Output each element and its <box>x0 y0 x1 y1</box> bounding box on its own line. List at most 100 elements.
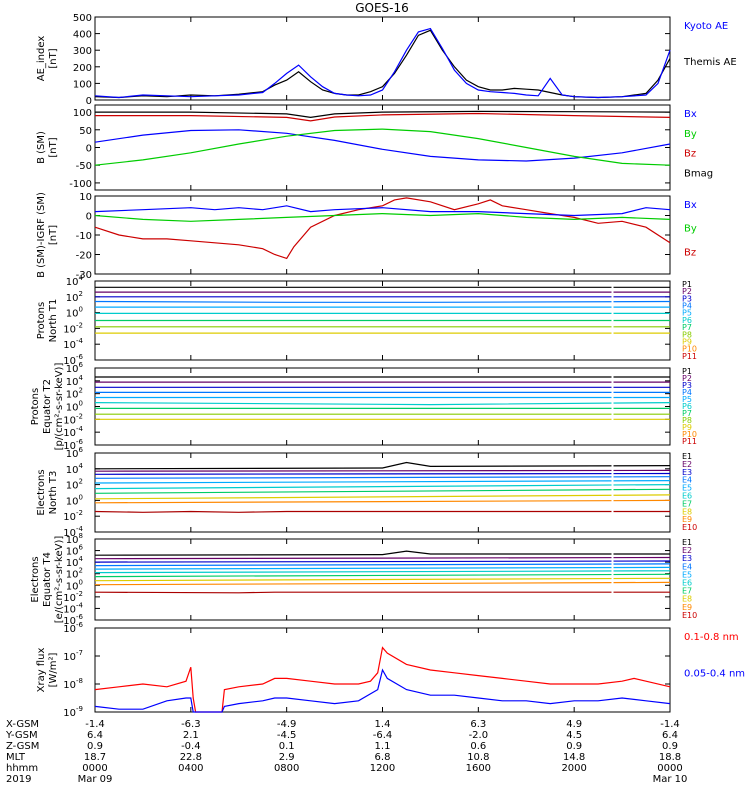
y-tick-label: 108 <box>66 532 83 546</box>
footer-value: 18.7 <box>84 752 106 763</box>
footer-value: 10.8 <box>467 752 489 763</box>
series-line-bmag <box>95 110 671 119</box>
legend-entry: E10 <box>682 523 697 532</box>
series-line-bx <box>94 205 671 217</box>
footer-value: 2.9 <box>279 752 295 763</box>
series-line-e8 <box>94 494 671 500</box>
series-line-e9 <box>94 499 671 504</box>
y-tick-label: 100 <box>66 578 83 592</box>
y-axis-label: [W/m²] <box>48 652 59 687</box>
y-tick-label: -10 <box>76 231 92 242</box>
y-axis-label: Protons <box>36 302 47 339</box>
y-axis-label: AE_index <box>36 36 47 82</box>
y-tick-label: 104 <box>66 555 84 569</box>
series-line-e7 <box>94 573 671 578</box>
series-line-kyoto-ae <box>94 27 671 99</box>
y-tick-label: 100 <box>73 79 92 90</box>
legend-entry: E4 <box>682 562 692 571</box>
footer-value: 14.8 <box>563 752 585 763</box>
y-tick-label: -100 <box>69 179 92 190</box>
footer-value: 0800 <box>274 763 299 774</box>
y-tick-label: -30 <box>76 270 92 281</box>
legend-entry: P6 <box>682 402 692 411</box>
legend-entry: P3 <box>682 294 692 303</box>
panel-2: -100 -50 0 50 100 B (SM) [nT] Bx By Bz Bmag <box>36 104 713 191</box>
footer-value: 2.1 <box>183 730 199 741</box>
series-line-e2 <box>94 556 671 560</box>
y-tick-label: 10-6 <box>63 621 83 635</box>
footer-value: 4.5 <box>566 730 582 741</box>
footer-value: 2000 <box>561 763 586 774</box>
footer-value: 1600 <box>466 763 491 774</box>
y-tick-label: 10-6 <box>63 613 83 627</box>
footer-value: 0400 <box>178 763 203 774</box>
series-line-e3 <box>94 560 671 563</box>
legend-entry: P8 <box>682 330 692 339</box>
series-line-e1 <box>94 550 670 556</box>
y-axis-label: [p/(cm²-s-sr-keV)] <box>54 363 65 451</box>
legend-entry: E10 <box>682 611 697 620</box>
y-tick-label: 10-2 <box>63 321 83 335</box>
footer-value: -1.4 <box>85 719 105 730</box>
series-line-e8 <box>94 577 671 582</box>
legend-entry: E1 <box>682 538 692 547</box>
y-tick-label: 100 <box>66 493 83 507</box>
y-tick-label: 10-2 <box>63 509 83 523</box>
y-tick-label: 106 <box>66 544 84 558</box>
footer-value: -6.4 <box>373 730 393 741</box>
y-axis-label: [nT] <box>48 137 59 157</box>
series-line-by <box>94 212 671 222</box>
series-line-by <box>94 128 671 166</box>
series-line-e4 <box>94 563 671 567</box>
footer-value: -4.9 <box>277 719 297 730</box>
legend-entry: P9 <box>682 337 692 346</box>
legend-entry: Themis AE <box>683 57 737 68</box>
footer-value: 1200 <box>370 763 395 774</box>
legend-entry: E8 <box>682 595 692 604</box>
footer-value: -2.0 <box>469 730 489 741</box>
footer-row-label: Y-GSM <box>5 730 38 741</box>
series-line-e6 <box>94 484 671 490</box>
series-line-e7 <box>94 488 671 494</box>
panel-8: 10-9 10-8 10-7 10-6 Xray flux [W/m²] 0.1-0.8 n… <box>36 621 745 719</box>
legend-entry: E7 <box>682 587 692 596</box>
legend-entry: P11 <box>682 437 697 446</box>
series-line-themis-ae <box>94 29 671 99</box>
y-tick-label: 300 <box>73 46 92 57</box>
y-axis-label: Electrons <box>30 556 41 602</box>
series-line-e10 <box>94 591 670 594</box>
series-line-p4 <box>94 300 671 303</box>
legend-entry: By <box>684 129 697 140</box>
footer-value: 22.8 <box>180 752 202 763</box>
footer-value: -0.4 <box>181 741 201 752</box>
legend-entry: P7 <box>682 409 692 418</box>
y-axis-label: Electrons <box>36 469 47 515</box>
series-line-e6 <box>94 570 671 574</box>
legend-entry: E9 <box>682 515 692 524</box>
series-line-0-05-0-4-nm <box>94 668 671 713</box>
footer-value: 0.9 <box>566 741 582 752</box>
legend-entry: P6 <box>682 316 692 325</box>
legend-entry: P2 <box>682 287 692 296</box>
y-tick-label: 100 <box>66 306 83 320</box>
y-axis-label: Protons <box>30 388 41 425</box>
footer-value: 6.4 <box>87 730 103 741</box>
legend-entry: Bx <box>684 109 697 120</box>
series-line-p6 <box>94 402 671 406</box>
legend-entry: Kyoto AE <box>684 21 728 32</box>
panel-frame <box>94 104 671 191</box>
y-tick-label: 400 <box>73 30 92 41</box>
y-axis-label: [e/(cm²-s-sr-keV)] <box>54 536 65 624</box>
legend-entry: E2 <box>682 460 692 469</box>
series-line-bz <box>95 112 671 122</box>
legend-entry: E9 <box>682 603 692 612</box>
y-tick-label: 10-6 <box>63 438 83 452</box>
legend-entry: By <box>684 224 697 235</box>
y-tick-label: 100 <box>66 400 83 414</box>
series-line-0-1-0-8-nm <box>94 646 671 713</box>
y-tick-label: 0 <box>86 144 92 155</box>
footer-value: 1.4 <box>375 719 391 730</box>
y-tick-label: 500 <box>73 13 92 24</box>
footer-value: 6.3 <box>470 719 486 730</box>
y-tick-label: 10-9 <box>63 705 83 719</box>
